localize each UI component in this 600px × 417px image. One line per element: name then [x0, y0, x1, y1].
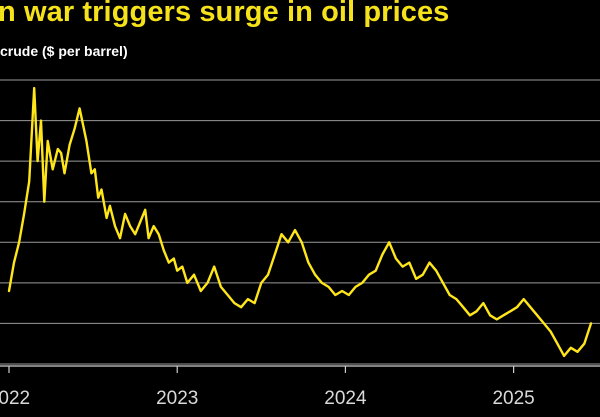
x-tick-label: 2025: [492, 388, 534, 409]
x-tick-label: 2024: [324, 388, 367, 409]
chart-title: n war triggers surge in oil prices: [0, 0, 450, 28]
x-tick-label: 2023: [156, 388, 198, 409]
y-axis-label: crude ($ per barrel): [0, 43, 128, 59]
price-series-line: [7, 86, 593, 358]
x-tick-label: 2022: [0, 388, 30, 409]
